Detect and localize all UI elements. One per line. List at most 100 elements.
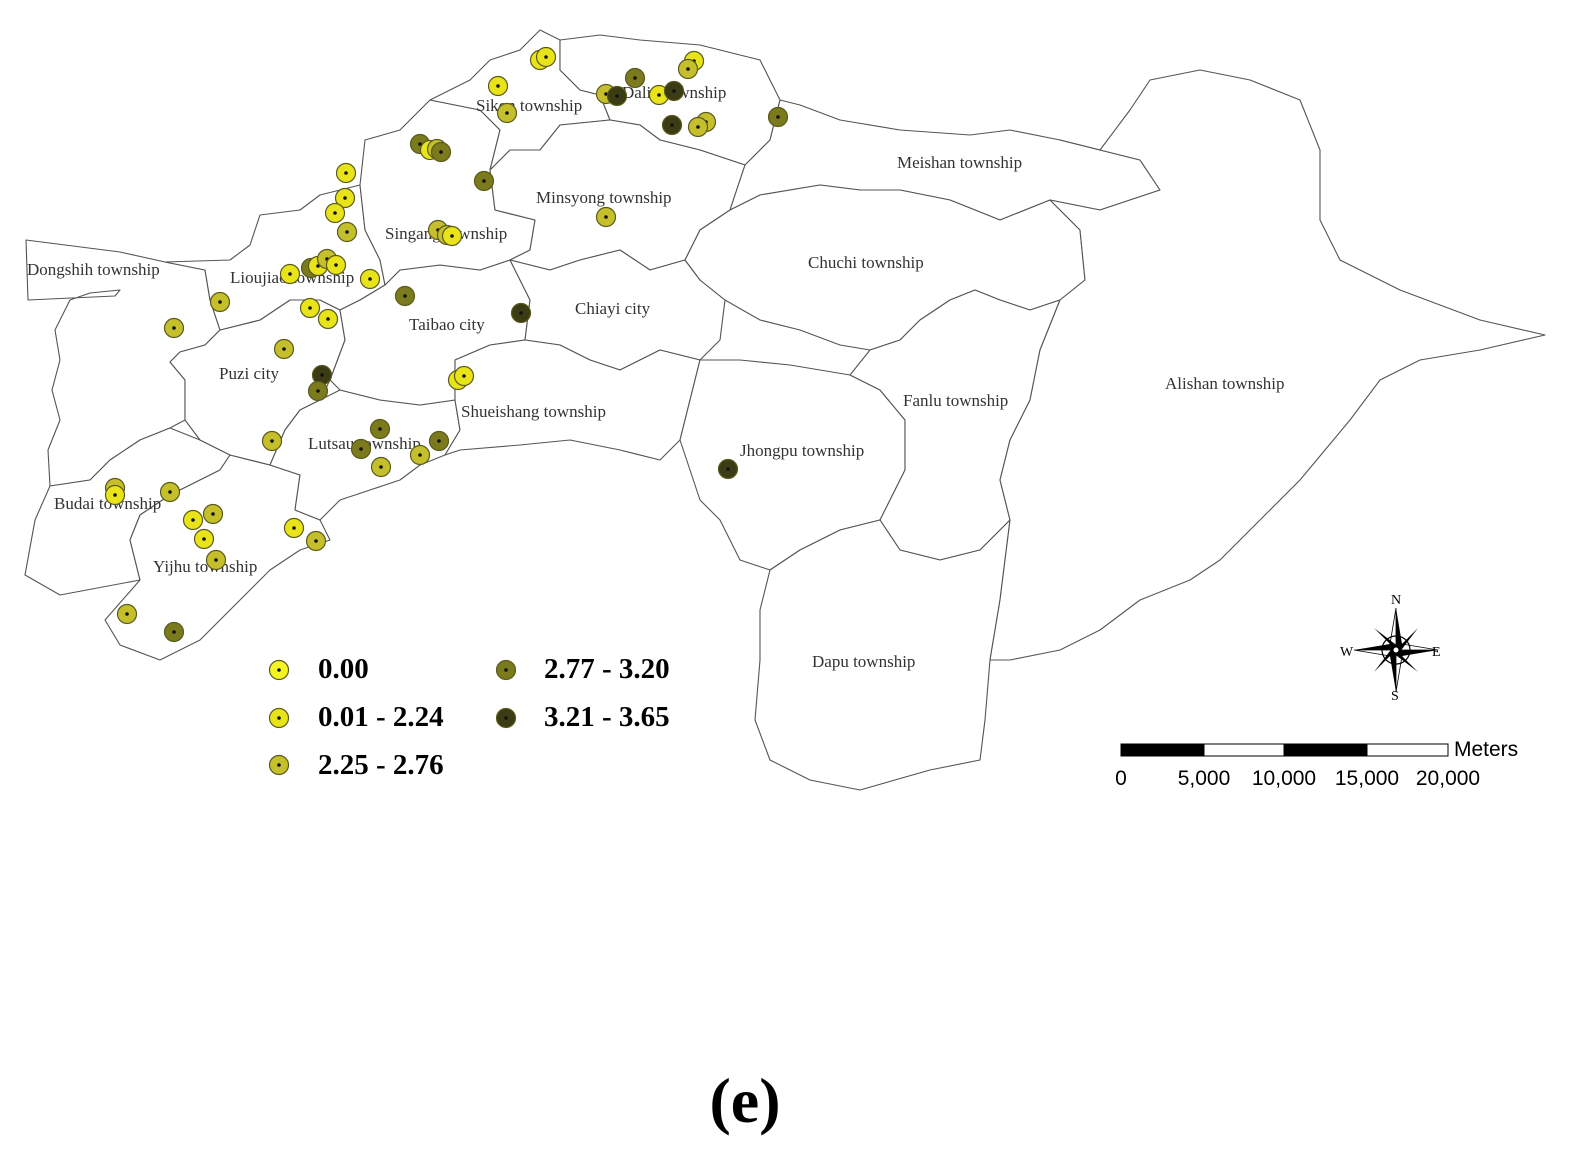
marker-center-dot bbox=[418, 142, 422, 146]
marker-center-dot bbox=[437, 439, 441, 443]
county-boundaries bbox=[24, 29, 1546, 791]
label-taibao: Taibao city bbox=[409, 315, 485, 334]
marker-center-dot bbox=[333, 211, 337, 215]
site-marker bbox=[350, 438, 372, 460]
site-marker bbox=[677, 58, 699, 80]
marker-center-dot bbox=[113, 493, 117, 497]
legend-item-3: 2.77 - 3.20 bbox=[495, 653, 670, 685]
site-marker bbox=[663, 80, 685, 102]
scale-tick-3: 15,000 bbox=[1335, 767, 1399, 790]
marker-center-dot bbox=[462, 374, 466, 378]
legend-label-3: 2.77 - 3.20 bbox=[544, 653, 670, 685]
marker-center-dot bbox=[202, 537, 206, 541]
legend-item-4: 3.21 - 3.65 bbox=[495, 701, 670, 733]
site-marker bbox=[182, 509, 204, 531]
site-marker bbox=[193, 528, 215, 550]
site-marker bbox=[648, 84, 670, 106]
legend-item-1: 0.01 - 2.24 bbox=[268, 701, 444, 733]
scale-bar: Meters 0 5,000 10,000 15,000 20,000 bbox=[1115, 738, 1518, 790]
marker-center-dot bbox=[686, 67, 690, 71]
legend-swatch-2 bbox=[268, 754, 290, 776]
label-alishan: Alishan township bbox=[1165, 374, 1284, 393]
site-marker bbox=[473, 170, 495, 192]
site-marker bbox=[687, 116, 709, 138]
marker-center-dot bbox=[418, 453, 422, 457]
legend-item-2: 2.25 - 2.76 bbox=[268, 749, 444, 781]
marker-center-dot bbox=[496, 84, 500, 88]
compass-n: N bbox=[1391, 593, 1401, 608]
marker-center-dot bbox=[633, 76, 637, 80]
marker-center-dot bbox=[316, 389, 320, 393]
marker-center-dot bbox=[277, 668, 281, 672]
marker-center-dot bbox=[218, 300, 222, 304]
label-dongshih: Dongshih township bbox=[27, 260, 160, 279]
marker-center-dot bbox=[214, 558, 218, 562]
site-marker bbox=[394, 285, 416, 307]
marker-center-dot bbox=[344, 171, 348, 175]
marker-center-dot bbox=[604, 215, 608, 219]
sample-site-markers bbox=[104, 46, 789, 643]
scale-tick-1: 5,000 bbox=[1178, 767, 1231, 790]
boundary-alishan bbox=[989, 69, 1546, 661]
marker-center-dot bbox=[277, 763, 281, 767]
label-minsyong: Minsyong township bbox=[536, 188, 672, 207]
marker-center-dot bbox=[316, 264, 320, 268]
figure-caption: (e) bbox=[709, 1065, 780, 1136]
site-marker bbox=[510, 302, 532, 324]
scale-tick-2: 10,000 bbox=[1252, 767, 1316, 790]
legend-swatch-0 bbox=[268, 659, 290, 681]
site-marker bbox=[209, 291, 231, 313]
site-marker bbox=[606, 85, 628, 107]
marker-center-dot bbox=[450, 234, 454, 238]
site-marker bbox=[595, 206, 617, 228]
label-chuchi: Chuchi township bbox=[808, 253, 924, 272]
marker-center-dot bbox=[168, 490, 172, 494]
marker-center-dot bbox=[334, 263, 338, 267]
place-labels: Sikon township Dalin township Meishan to… bbox=[27, 83, 1284, 671]
compass-e: E bbox=[1432, 645, 1441, 660]
label-budai: Budai township bbox=[54, 494, 161, 513]
site-marker bbox=[311, 364, 333, 386]
marker-center-dot bbox=[368, 277, 372, 281]
compass-rose-icon: N S W E bbox=[1340, 593, 1441, 704]
label-sikon: Sikon township bbox=[476, 96, 582, 115]
label-chiayi-city: Chiayi city bbox=[575, 299, 651, 318]
label-yijhu: Yijhu township bbox=[153, 557, 257, 576]
site-marker bbox=[283, 517, 305, 539]
site-marker bbox=[369, 418, 391, 440]
marker-center-dot bbox=[172, 630, 176, 634]
legend-label-1: 0.01 - 2.24 bbox=[318, 701, 444, 733]
label-jhongpu: Jhongpu township bbox=[740, 441, 864, 460]
marker-center-dot bbox=[403, 294, 407, 298]
marker-center-dot bbox=[270, 439, 274, 443]
marker-center-dot bbox=[657, 93, 661, 97]
scale-tick-4: 20,000 bbox=[1416, 767, 1480, 790]
marker-center-dot bbox=[277, 716, 281, 720]
site-marker bbox=[370, 456, 392, 478]
boundary-shueishang bbox=[444, 339, 701, 461]
legend-label-4: 3.21 - 3.65 bbox=[544, 701, 670, 733]
site-marker bbox=[430, 141, 452, 163]
label-shueishang: Shueishang township bbox=[461, 402, 606, 421]
marker-center-dot bbox=[282, 347, 286, 351]
marker-center-dot bbox=[345, 230, 349, 234]
site-marker bbox=[335, 162, 357, 184]
scale-tick-0: 0 bbox=[1115, 767, 1127, 790]
site-marker bbox=[305, 530, 327, 552]
legend-swatch-1 bbox=[268, 707, 290, 729]
site-marker bbox=[496, 102, 518, 124]
marker-center-dot bbox=[288, 272, 292, 276]
legend-swatch-3 bbox=[495, 659, 517, 681]
marker-center-dot bbox=[505, 111, 509, 115]
legend-label-2: 2.25 - 2.76 bbox=[318, 749, 444, 781]
marker-center-dot bbox=[776, 115, 780, 119]
site-marker bbox=[428, 430, 450, 452]
marker-center-dot bbox=[615, 94, 619, 98]
marker-center-dot bbox=[308, 306, 312, 310]
marker-center-dot bbox=[439, 150, 443, 154]
marker-center-dot bbox=[604, 92, 608, 96]
marker-center-dot bbox=[211, 512, 215, 516]
site-marker bbox=[299, 297, 321, 319]
site-marker bbox=[535, 46, 557, 68]
compass-s: S bbox=[1391, 689, 1399, 704]
